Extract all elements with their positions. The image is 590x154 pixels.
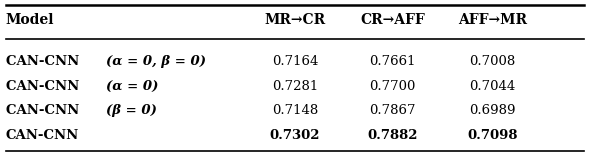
Text: 0.7661: 0.7661 bbox=[369, 55, 415, 68]
Text: 0.7164: 0.7164 bbox=[272, 55, 318, 68]
Text: 0.7281: 0.7281 bbox=[272, 80, 318, 93]
Text: 0.6989: 0.6989 bbox=[470, 104, 516, 117]
Text: (β = 0): (β = 0) bbox=[106, 104, 158, 117]
Text: CAN-CNN: CAN-CNN bbox=[6, 104, 84, 117]
Text: 0.7700: 0.7700 bbox=[369, 80, 415, 93]
Text: 0.7302: 0.7302 bbox=[270, 129, 320, 142]
Text: CAN-CNN: CAN-CNN bbox=[6, 129, 79, 142]
Text: MR→CR: MR→CR bbox=[264, 13, 326, 27]
Text: 0.7867: 0.7867 bbox=[369, 104, 415, 117]
Text: CAN-CNN: CAN-CNN bbox=[6, 80, 84, 93]
Text: (α = 0, β = 0): (α = 0, β = 0) bbox=[106, 55, 206, 68]
Text: (α = 0): (α = 0) bbox=[106, 80, 159, 93]
Text: 0.7008: 0.7008 bbox=[470, 55, 516, 68]
Text: AFF→MR: AFF→MR bbox=[458, 13, 527, 27]
Text: 0.7148: 0.7148 bbox=[272, 104, 318, 117]
Text: 0.7044: 0.7044 bbox=[470, 80, 516, 93]
Text: 0.7098: 0.7098 bbox=[467, 129, 518, 142]
Text: 0.7882: 0.7882 bbox=[367, 129, 418, 142]
Text: Model: Model bbox=[6, 13, 54, 27]
Text: CAN-CNN: CAN-CNN bbox=[6, 55, 84, 68]
Text: CR→AFF: CR→AFF bbox=[360, 13, 425, 27]
